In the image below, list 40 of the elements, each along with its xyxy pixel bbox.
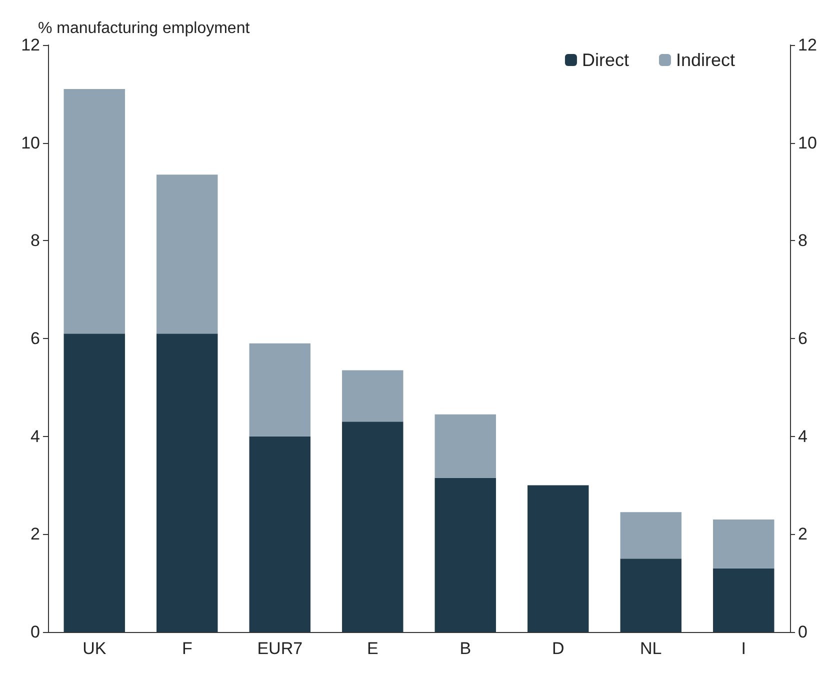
y-tick-label: 6 [30,329,40,348]
y-tick-label: 2 [30,524,40,544]
bar [342,370,404,422]
x-tick-label: I [741,639,746,658]
bar [713,568,774,632]
legend-label: Direct [582,50,629,70]
x-tick-label: D [552,639,564,658]
x-tick-label: EUR7 [257,639,303,658]
x-tick-label: E [366,639,378,658]
y-tick-label: 10 [21,133,40,152]
x-tick-label: F [182,639,192,658]
y2-tick-label: 4 [798,426,808,446]
bar [64,89,125,334]
bar [156,334,218,632]
y2-tick-label: 0 [798,622,808,642]
y2-tick-label: 12 [798,36,817,54]
y2-tick-label: 6 [798,329,808,348]
bar [528,485,589,632]
bar [342,422,404,632]
x-tick-label: NL [640,639,662,658]
y2-tick-label: 2 [798,524,808,544]
y-tick-label: 0 [30,622,40,642]
y-tick-label: 8 [30,231,40,250]
legend-label: Indirect [676,50,736,70]
y2-tick-label: 10 [798,133,817,152]
x-tick-label: UK [82,639,107,658]
y-axis-title: % manufacturing employment [38,20,250,38]
bar [434,478,496,632]
bar [64,334,125,632]
bar [156,174,218,334]
y-tick-label: 12 [21,36,40,54]
y2-tick-label: 8 [798,231,808,250]
bar [249,436,310,632]
x-tick-label: B [460,639,472,658]
bar [249,343,310,436]
bar [713,519,774,568]
bar [620,558,682,632]
bar [434,414,496,478]
y-tick-label: 4 [30,426,40,446]
bar [620,512,682,559]
